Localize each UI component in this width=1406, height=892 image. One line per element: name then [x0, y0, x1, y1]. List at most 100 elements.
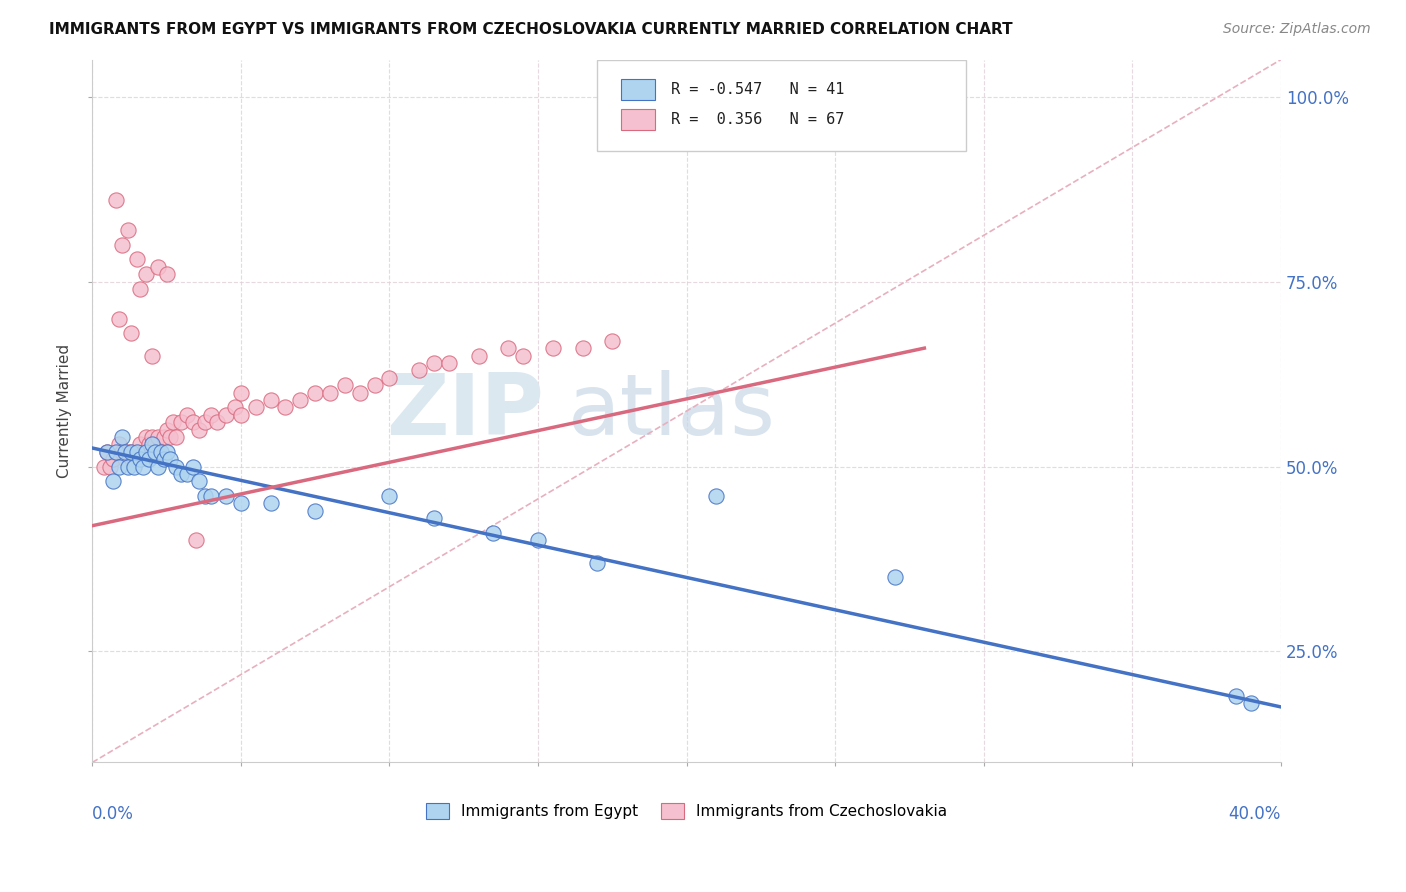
- Point: [408, 363, 430, 377]
- Point: [194, 415, 217, 429]
- Point: [143, 437, 166, 451]
- Point: [138, 437, 160, 451]
- Point: [149, 444, 172, 458]
- Point: [586, 556, 609, 570]
- Point: [117, 459, 139, 474]
- Point: [128, 452, 150, 467]
- Point: [146, 260, 169, 274]
- Text: 40.0%: 40.0%: [1229, 805, 1281, 822]
- Point: [141, 437, 163, 451]
- FancyBboxPatch shape: [621, 78, 655, 100]
- Point: [117, 223, 139, 237]
- Point: [125, 444, 148, 458]
- Point: [120, 444, 142, 458]
- Point: [290, 392, 312, 407]
- Point: [135, 267, 157, 281]
- Point: [108, 459, 131, 474]
- Point: [229, 385, 252, 400]
- Point: [170, 467, 193, 481]
- Point: [105, 444, 128, 458]
- Point: [527, 533, 550, 548]
- Point: [304, 504, 326, 518]
- Point: [93, 459, 115, 474]
- Point: [96, 444, 118, 458]
- Point: [125, 444, 148, 458]
- Point: [101, 475, 124, 489]
- Point: [883, 570, 905, 584]
- Point: [125, 252, 148, 267]
- Point: [122, 452, 145, 467]
- Point: [333, 378, 356, 392]
- Point: [111, 430, 134, 444]
- Point: [437, 356, 460, 370]
- Point: [162, 415, 184, 429]
- Point: [135, 444, 157, 458]
- Point: [105, 444, 128, 458]
- Point: [229, 408, 252, 422]
- Point: [108, 311, 131, 326]
- Point: [259, 392, 281, 407]
- Point: [149, 444, 172, 458]
- Point: [105, 193, 128, 207]
- Text: 0.0%: 0.0%: [93, 805, 134, 822]
- Point: [423, 356, 446, 370]
- Point: [205, 415, 228, 429]
- Point: [120, 444, 142, 458]
- Point: [245, 401, 267, 415]
- Point: [143, 444, 166, 458]
- Point: [512, 349, 534, 363]
- Point: [229, 496, 252, 510]
- Point: [188, 423, 211, 437]
- Point: [152, 430, 174, 444]
- Point: [170, 415, 193, 429]
- Point: [155, 267, 177, 281]
- Text: Source: ZipAtlas.com: Source: ZipAtlas.com: [1223, 22, 1371, 37]
- Point: [194, 489, 217, 503]
- Text: ZIP: ZIP: [387, 369, 544, 452]
- Point: [122, 459, 145, 474]
- Point: [128, 437, 150, 451]
- Point: [138, 452, 160, 467]
- Point: [141, 430, 163, 444]
- Text: R =  0.356   N = 67: R = 0.356 N = 67: [671, 112, 845, 127]
- Point: [159, 452, 181, 467]
- Point: [176, 408, 198, 422]
- Point: [152, 452, 174, 467]
- Point: [183, 459, 205, 474]
- Point: [165, 459, 187, 474]
- Point: [200, 408, 222, 422]
- Point: [602, 334, 624, 348]
- Point: [259, 496, 281, 510]
- Point: [423, 511, 446, 525]
- Point: [132, 459, 155, 474]
- Point: [159, 430, 181, 444]
- Point: [378, 370, 401, 384]
- Point: [188, 475, 211, 489]
- Point: [1225, 689, 1247, 703]
- Point: [1240, 696, 1263, 710]
- Point: [120, 326, 142, 341]
- Point: [304, 385, 326, 400]
- Legend: Immigrants from Egypt, Immigrants from Czechoslovakia: Immigrants from Egypt, Immigrants from C…: [420, 797, 953, 825]
- Point: [571, 341, 593, 355]
- Point: [114, 452, 136, 467]
- Point: [363, 378, 385, 392]
- Point: [98, 459, 121, 474]
- Point: [165, 430, 187, 444]
- Point: [224, 401, 246, 415]
- Point: [114, 444, 136, 458]
- Point: [498, 341, 520, 355]
- Point: [176, 467, 198, 481]
- Point: [155, 444, 177, 458]
- Point: [378, 489, 401, 503]
- Point: [215, 408, 238, 422]
- Point: [146, 459, 169, 474]
- Point: [186, 533, 208, 548]
- Point: [132, 444, 155, 458]
- Point: [108, 437, 131, 451]
- Point: [704, 489, 727, 503]
- Y-axis label: Currently Married: Currently Married: [58, 344, 72, 478]
- Point: [319, 385, 342, 400]
- Text: atlas: atlas: [568, 369, 776, 452]
- Point: [128, 282, 150, 296]
